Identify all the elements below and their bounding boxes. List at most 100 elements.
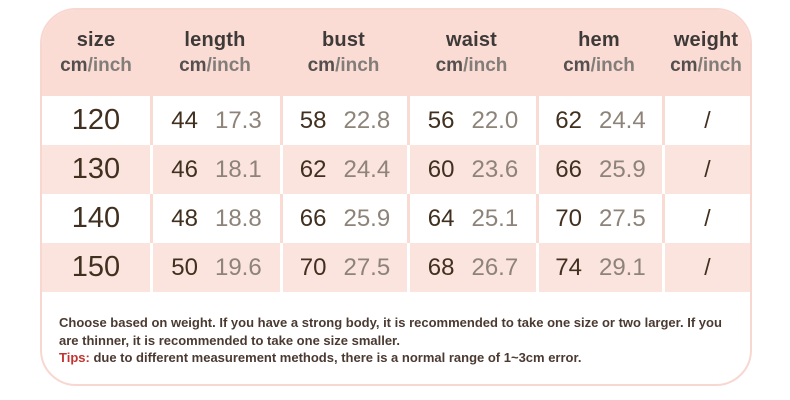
- length-cell: 46 18.1: [150, 145, 280, 194]
- cm-unit-label: cm: [670, 55, 698, 76]
- cm-unit-label: cm: [307, 55, 336, 76]
- weight-cell: /: [662, 194, 750, 243]
- column-header-waist: waist cm/inch: [407, 10, 536, 96]
- cm-unit-label: cm: [435, 55, 464, 76]
- header-label: length: [184, 29, 246, 51]
- waist-cell: 56 22.0: [407, 96, 536, 145]
- size-value: 130: [71, 153, 121, 185]
- bust-cell: 62 24.4: [280, 145, 407, 194]
- inch-value: 25.9: [343, 204, 391, 232]
- inch-value: 25.9: [598, 155, 646, 183]
- inch-value: 19.6: [214, 253, 262, 281]
- cm-value: 58: [299, 106, 327, 134]
- column-header-weight: weight cm/inch: [662, 10, 750, 96]
- header-unit: cm/inch: [60, 55, 132, 77]
- table-row: 150 50 19.6 70 27.5 68 26.7 74 29.1 /: [42, 243, 750, 292]
- cm-unit-label: cm: [563, 55, 591, 76]
- inch-value: 22.0: [471, 106, 519, 134]
- waist-cell: 68 26.7: [407, 243, 536, 292]
- cm-value: 66: [555, 155, 582, 183]
- header-label: bust: [321, 29, 366, 51]
- weight-cell: /: [662, 96, 750, 145]
- cm-value: 48: [171, 204, 198, 232]
- cm-value: 70: [299, 253, 327, 281]
- inch-value: 26.7: [471, 253, 519, 281]
- size-cell: 130: [42, 145, 150, 194]
- length-cell: 44 17.3: [150, 96, 280, 145]
- header-unit: cm/inch: [563, 55, 635, 77]
- inch-unit-label: /inch: [463, 55, 508, 76]
- cm-unit-label: cm: [179, 55, 207, 76]
- inch-value: 25.1: [471, 204, 519, 232]
- cm-value: 56: [427, 106, 455, 134]
- inch-unit-label: /inch: [335, 55, 380, 76]
- size-chart-card: size cm/inch length cm/inch bust cm/inch…: [40, 8, 752, 386]
- inch-unit-label: /inch: [206, 55, 251, 76]
- table-header: size cm/inch length cm/inch bust cm/inch…: [42, 10, 750, 96]
- cm-value: 70: [555, 204, 582, 232]
- inch-value: 23.6: [471, 155, 519, 183]
- size-notes: Choose based on weight. If you have a st…: [42, 292, 750, 367]
- inch-value: 27.5: [343, 253, 391, 281]
- weight-value: /: [704, 107, 711, 133]
- waist-cell: 64 25.1: [407, 194, 536, 243]
- size-value: 150: [71, 251, 121, 283]
- header-label: weight: [673, 29, 739, 51]
- inch-value: 24.4: [598, 106, 646, 134]
- bust-cell: 70 27.5: [280, 243, 407, 292]
- header-label: hem: [578, 29, 620, 51]
- inch-unit-label: /inch: [87, 55, 132, 76]
- bust-cell: 66 25.9: [280, 194, 407, 243]
- cm-value: 60: [427, 155, 455, 183]
- cm-value: 68: [427, 253, 455, 281]
- cm-value: 74: [555, 253, 582, 281]
- tips-text: Tips: due to different measurement metho…: [59, 349, 736, 367]
- weight-value: /: [704, 205, 711, 231]
- column-header-bust: bust cm/inch: [280, 10, 407, 96]
- inch-unit-label: /inch: [590, 55, 635, 76]
- bust-cell: 58 22.8: [280, 96, 407, 145]
- size-value: 140: [71, 202, 121, 234]
- waist-cell: 60 23.6: [407, 145, 536, 194]
- inch-value: 22.8: [343, 106, 391, 134]
- hem-cell: 70 27.5: [536, 194, 662, 243]
- inch-value: 29.1: [598, 253, 646, 281]
- weight-value: /: [704, 156, 711, 182]
- inch-value: 27.5: [598, 204, 646, 232]
- size-advice-text: Choose based on weight. If you have a st…: [59, 314, 736, 349]
- cm-unit-label: cm: [60, 55, 88, 76]
- header-unit: cm/inch: [670, 55, 742, 77]
- size-cell: 140: [42, 194, 150, 243]
- inch-value: 17.3: [214, 106, 262, 134]
- hem-cell: 62 24.4: [536, 96, 662, 145]
- size-advice-line: Choose based on weight. If you have a st…: [59, 315, 722, 348]
- cm-value: 62: [555, 106, 582, 134]
- header-unit: cm/inch: [436, 55, 508, 77]
- header-unit: cm/inch: [308, 55, 380, 77]
- tips-label: Tips:: [59, 350, 90, 365]
- header-label: size: [76, 29, 116, 51]
- length-cell: 48 18.8: [150, 194, 280, 243]
- cm-value: 46: [171, 155, 198, 183]
- inch-value: 18.1: [214, 155, 262, 183]
- cm-value: 64: [427, 204, 455, 232]
- hem-cell: 66 25.9: [536, 145, 662, 194]
- weight-cell: /: [662, 243, 750, 292]
- column-header-hem: hem cm/inch: [536, 10, 662, 96]
- table-row: 120 44 17.3 58 22.8 56 22.0 62 24.4 /: [42, 96, 750, 145]
- inch-value: 24.4: [343, 155, 391, 183]
- tips-body: due to different measurement methods, th…: [89, 350, 582, 365]
- header-label: waist: [445, 29, 498, 51]
- size-value: 120: [71, 104, 121, 136]
- column-header-size: size cm/inch: [42, 10, 150, 96]
- size-cell: 120: [42, 96, 150, 145]
- cm-value: 66: [299, 204, 327, 232]
- cm-value: 44: [171, 106, 198, 134]
- column-header-length: length cm/inch: [150, 10, 280, 96]
- size-cell: 150: [42, 243, 150, 292]
- weight-cell: /: [662, 145, 750, 194]
- table-row: 130 46 18.1 62 24.4 60 23.6 66 25.9 /: [42, 145, 750, 194]
- table-row: 140 48 18.8 66 25.9 64 25.1 70 27.5 /: [42, 194, 750, 243]
- hem-cell: 74 29.1: [536, 243, 662, 292]
- length-cell: 50 19.6: [150, 243, 280, 292]
